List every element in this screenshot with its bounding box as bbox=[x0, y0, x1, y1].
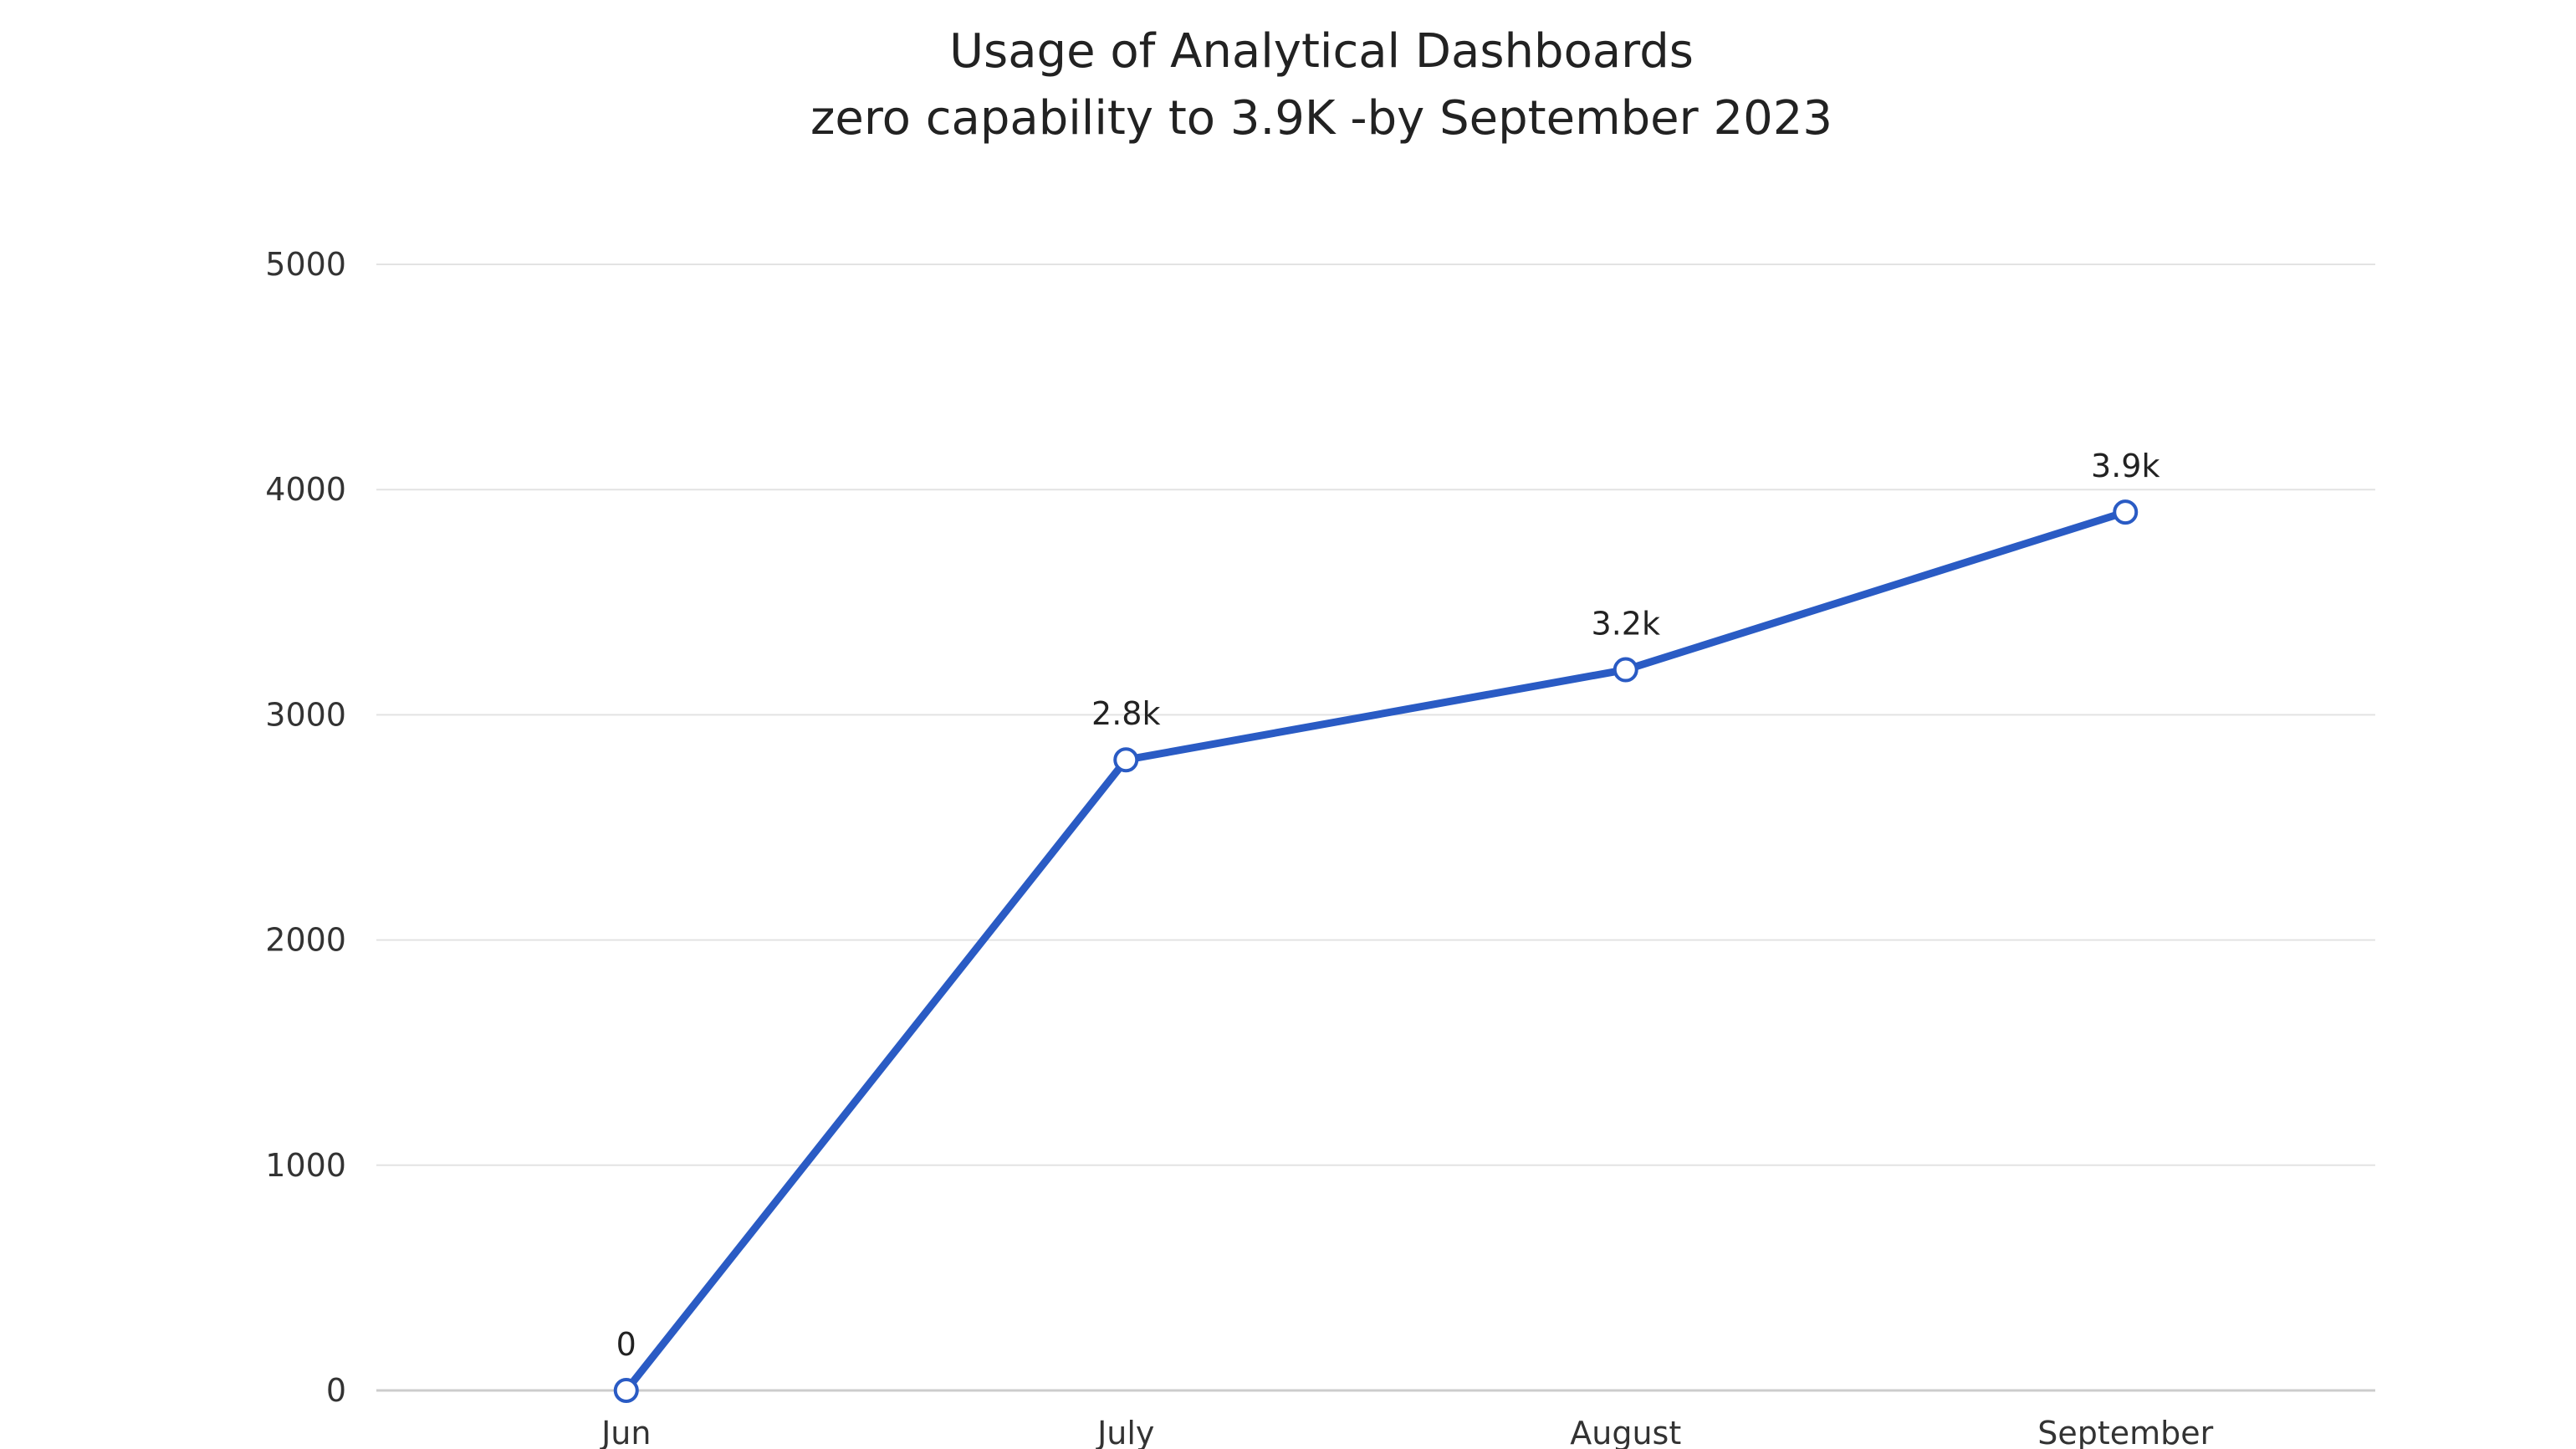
data-label: 3.2k bbox=[1592, 606, 1660, 643]
y-tick-label: 3000 bbox=[265, 696, 346, 733]
x-tick-label: Jun bbox=[600, 1415, 651, 1449]
y-tick-label: 0 bbox=[326, 1372, 346, 1409]
y-tick-label: 5000 bbox=[265, 246, 346, 283]
data-point-marker bbox=[613, 1378, 639, 1403]
chart-title: Usage of Analytical Dashboards bbox=[949, 24, 1694, 79]
data-point-marker bbox=[1613, 657, 1638, 683]
y-axis-ticks: 0 1000 2000 3000 4000 5000 bbox=[265, 246, 346, 1409]
gridlines bbox=[376, 264, 2375, 1392]
data-label: 3.9k bbox=[2091, 448, 2159, 484]
series-group bbox=[613, 499, 2139, 1403]
data-label: 0 bbox=[616, 1326, 636, 1363]
x-tick-label: August bbox=[1570, 1415, 1681, 1449]
y-tick-label: 4000 bbox=[265, 471, 346, 508]
data-point-marker bbox=[2113, 499, 2139, 525]
series-line bbox=[622, 508, 2129, 1395]
x-tick-label: July bbox=[1096, 1415, 1154, 1449]
x-tick-label: September bbox=[2037, 1415, 2213, 1449]
data-labels: 0 2.8k 3.2k 3.9k bbox=[616, 448, 2160, 1363]
y-tick-label: 2000 bbox=[265, 922, 346, 959]
chart-subtitle: zero capability to 3.9K -by September 20… bbox=[810, 91, 1832, 146]
y-tick-label: 1000 bbox=[265, 1147, 346, 1184]
x-axis-ticks: Jun July August September bbox=[600, 1415, 2214, 1449]
data-point-marker bbox=[1113, 747, 1139, 773]
data-label: 2.8k bbox=[1091, 695, 1160, 732]
